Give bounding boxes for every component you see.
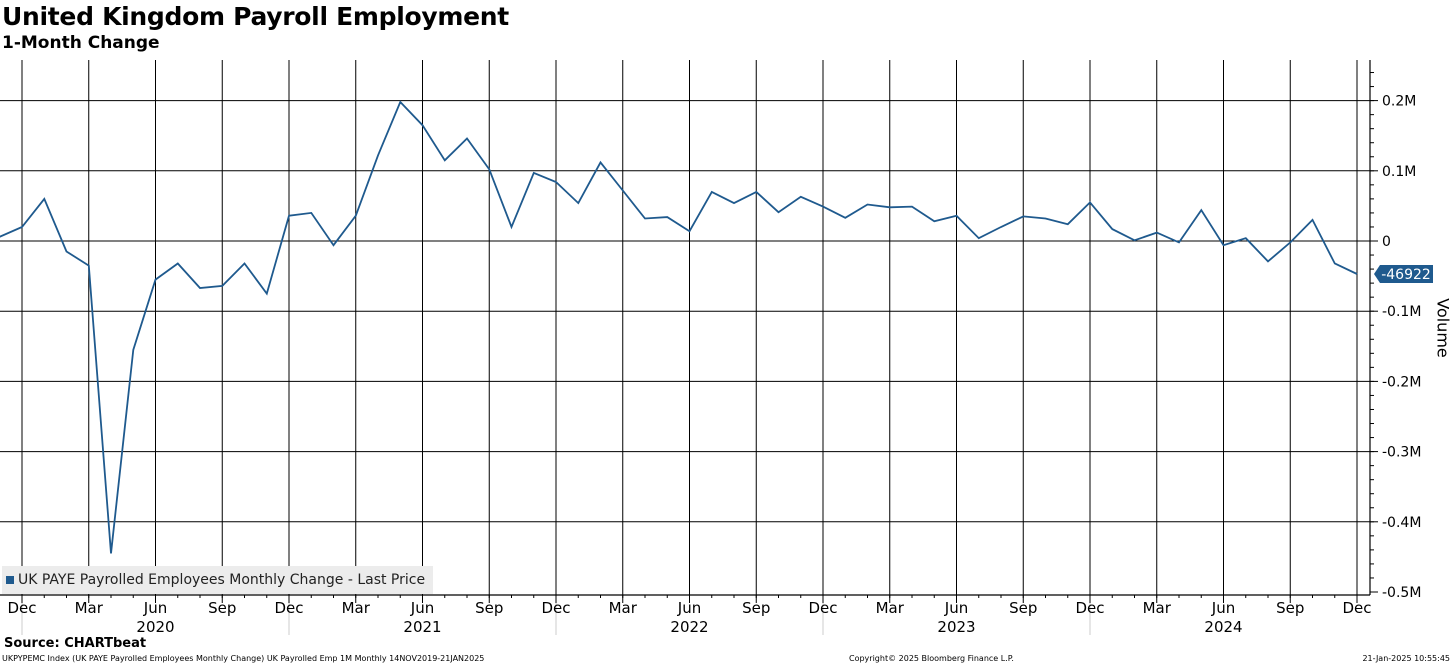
- ytick-label: -0.3M: [1382, 445, 1421, 461]
- last-price-label: -46922: [1381, 267, 1431, 283]
- xtick-label-2024-06: Jun: [1211, 599, 1235, 617]
- xtick-label-2023-12: Dec: [1075, 599, 1104, 617]
- y-axis-labels: 0.2M 0.1M 0 -0.1M -0.2M -0.3M -0.4M -0.5M: [1382, 94, 1421, 601]
- ytick-label: -0.5M: [1382, 585, 1421, 601]
- xtick-label-2020-06: Jun: [143, 599, 167, 617]
- x-axis-ticks: [21, 595, 1358, 635]
- vertical-gridlines: [21, 60, 1358, 595]
- xtick-label-2020-09: Sep: [208, 599, 236, 617]
- year-label-2023: 2023: [937, 618, 975, 636]
- ytick-label: 0.2M: [1382, 94, 1416, 110]
- xtick-label-2022-06: Jun: [677, 599, 701, 617]
- xtick-label-2021-09: Sep: [475, 599, 503, 617]
- xtick-label-2022-12: Dec: [808, 599, 837, 617]
- xtick-label-2024-12: Dec: [1342, 599, 1371, 617]
- series-line-0: [0, 100, 1358, 554]
- x-axis-month-labels: Dec Mar Jun Sep Dec Mar Jun Sep Dec Mar Jun Sep Dec M…: [7, 599, 1371, 617]
- last-price-badge: -46922: [1374, 264, 1433, 283]
- xtick-label-2021-12: Dec: [541, 599, 570, 617]
- year-label-2024: 2024: [1204, 618, 1242, 636]
- last-price-badge-shape: [1374, 264, 1433, 283]
- y-axis-title: Volume: [1433, 298, 1453, 358]
- legend-label: UK PAYE Payrolled Employees Monthly Chan…: [18, 572, 426, 588]
- ytick-label: 0: [1382, 234, 1391, 250]
- chart-title: United Kingdom Payroll Employment: [2, 2, 509, 31]
- chart-subtitle: 1-Month Change: [2, 33, 160, 53]
- ytick-label: -0.1M: [1382, 304, 1421, 320]
- xtick-label-2022-09: Sep: [742, 599, 770, 617]
- xtick-label-2022-03: Mar: [609, 599, 638, 617]
- xtick-label-2020-03: Mar: [75, 599, 104, 617]
- xtick-label-2023-03: Mar: [876, 599, 905, 617]
- ytick-label: -0.2M: [1382, 374, 1421, 390]
- xtick-label-2023-06: Jun: [944, 599, 968, 617]
- series-group: [0, 100, 1358, 554]
- legend-swatch: [6, 576, 14, 584]
- xtick-label-2019-12: Dec: [7, 599, 36, 617]
- xtick-label-2024-03: Mar: [1143, 599, 1172, 617]
- year-label-2022: 2022: [670, 618, 708, 636]
- footer-index-description: UKPYPEMC Index (UK PAYE Payrolled Employ…: [2, 654, 485, 663]
- xtick-label-2023-09: Sep: [1009, 599, 1037, 617]
- footer-timestamp: 21-Jan-2025 10:55:45: [1362, 654, 1450, 663]
- y-axis-ticks: [1370, 72, 1378, 593]
- year-label-2020: 2020: [136, 618, 174, 636]
- xtick-label-2021-03: Mar: [342, 599, 371, 617]
- axes: [0, 60, 1371, 596]
- x-axis-year-labels: 2020 2021 2022 2023 2024: [136, 618, 1242, 636]
- footer-copyright: Copyright© 2025 Bloomberg Finance L.P.: [849, 654, 1014, 663]
- xtick-label-2021-06: Jun: [410, 599, 434, 617]
- ytick-label: -0.4M: [1382, 515, 1421, 531]
- xtick-label-2024-09: Sep: [1276, 599, 1304, 617]
- source-note: Source: CHARTbeat: [4, 636, 147, 651]
- horizontal-gridlines: [0, 100, 1370, 523]
- xtick-label-2020-12: Dec: [274, 599, 303, 617]
- ytick-label: 0.1M: [1382, 164, 1416, 180]
- year-label-2021: 2021: [403, 618, 441, 636]
- legend: UK PAYE Payrolled Employees Monthly Chan…: [2, 566, 434, 594]
